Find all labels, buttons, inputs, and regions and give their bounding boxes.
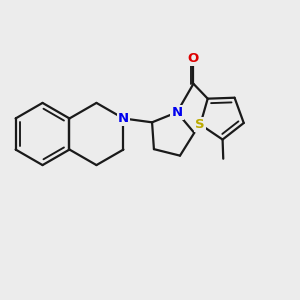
Text: S: S [196,118,205,131]
Text: N: N [118,112,129,125]
Text: O: O [188,52,199,65]
Text: N: N [171,106,182,119]
